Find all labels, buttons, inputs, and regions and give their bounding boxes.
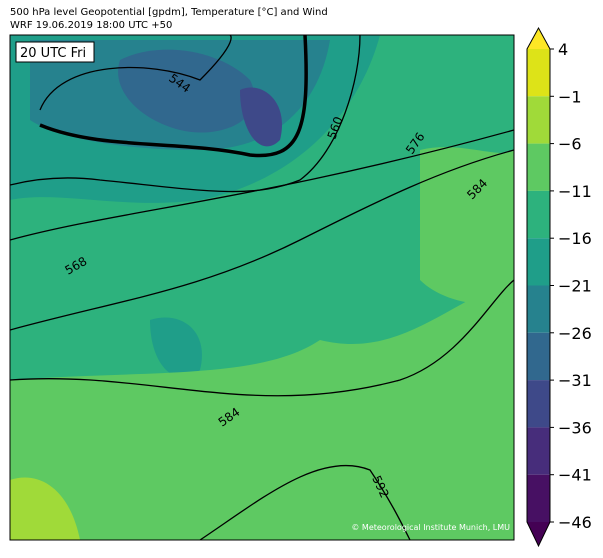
colorbar-band bbox=[527, 96, 550, 144]
colorbar-band bbox=[527, 427, 550, 475]
subtitle: WRF 19.06.2019 18:00 UTC +50 bbox=[10, 20, 172, 31]
colorbar-tick-label: 4 bbox=[558, 40, 568, 59]
colorbar: 4 −1 −6 −11 −16 −21 −26 −31 −36 −41 −46 bbox=[526, 26, 592, 548]
colorbar-tick-label: −6 bbox=[558, 135, 582, 154]
colorbar-band bbox=[527, 332, 550, 381]
colorbar-band bbox=[527, 285, 550, 333]
colorbar-tick-label: −1 bbox=[558, 87, 582, 106]
colorbar-tick-label: −31 bbox=[558, 371, 592, 390]
colorbar-tick-label: −26 bbox=[558, 324, 592, 343]
colorbar-band bbox=[527, 380, 550, 428]
title: 500 hPa level Geopotential [gpdm], Tempe… bbox=[10, 7, 328, 18]
colorbar-tick-label: −21 bbox=[558, 277, 592, 296]
colorbar-band bbox=[527, 238, 550, 286]
colorbar-tick-label: −11 bbox=[558, 182, 592, 201]
copyright: © Meteorological Institute Munich, LMU bbox=[351, 523, 510, 532]
colorbar-band bbox=[527, 49, 550, 97]
colorbar-over bbox=[527, 28, 550, 49]
map: 20 UTC Fri 544 560 576 584 568 584 592 ©… bbox=[9, 34, 515, 541]
colorbar-tick-label: −36 bbox=[558, 418, 592, 437]
colorbar-band bbox=[527, 143, 550, 191]
colorbar-tick-label: −46 bbox=[558, 513, 592, 532]
time-label: 20 UTC Fri bbox=[20, 46, 86, 61]
colorbar-tick-label: −16 bbox=[558, 229, 592, 248]
colorbar-under bbox=[527, 522, 550, 546]
colorbar-tick-label: −41 bbox=[558, 466, 592, 485]
colorbar-band bbox=[527, 190, 550, 239]
colorbar-band bbox=[527, 474, 550, 522]
